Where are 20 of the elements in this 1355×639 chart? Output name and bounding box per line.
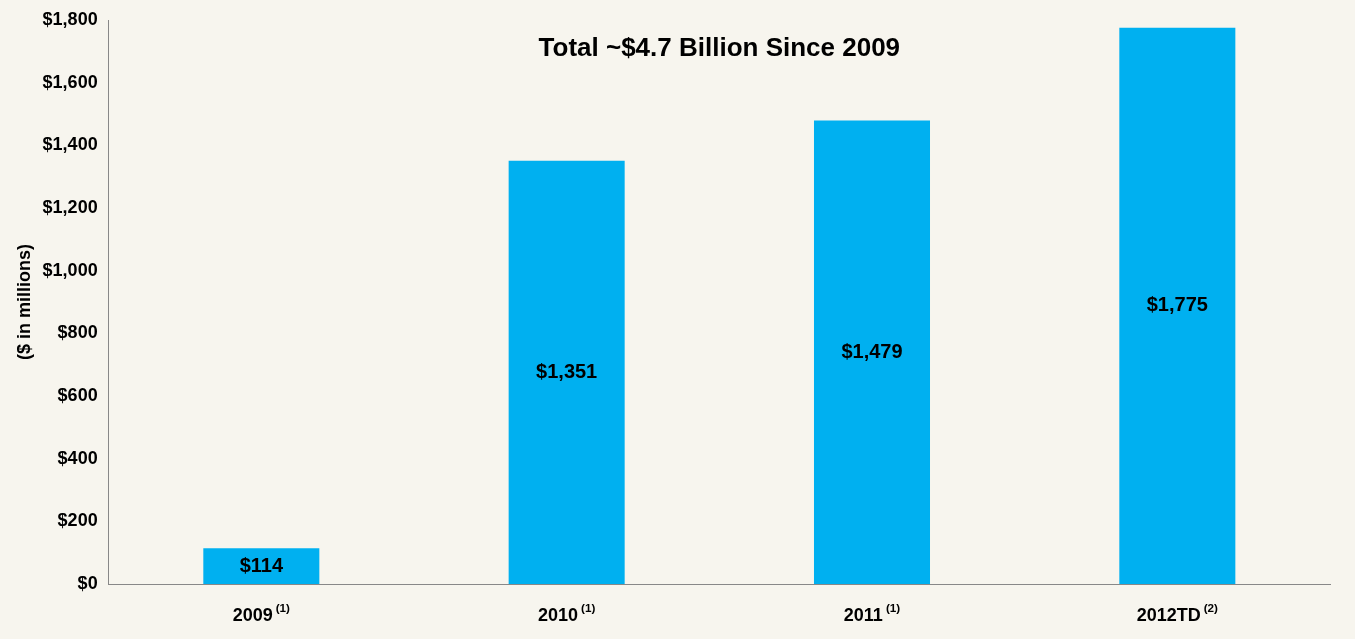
- bar: [508, 160, 625, 584]
- y-tick-label: $1,000: [42, 259, 98, 280]
- bar: [813, 120, 931, 584]
- y-tick-label: $1,600: [42, 71, 98, 92]
- data-label: $1,351: [536, 359, 598, 382]
- bar: [203, 548, 320, 584]
- y-tick-label: $200: [57, 510, 98, 531]
- y-tick-label: $600: [57, 384, 98, 405]
- y-tick-label: $800: [57, 322, 98, 343]
- y-tick-label: $400: [57, 447, 98, 468]
- bar: [1119, 27, 1236, 584]
- data-label: $1,775: [1146, 293, 1208, 316]
- y-axis-title: ($ in millions): [13, 243, 34, 361]
- y-tick-label: $1,800: [42, 8, 98, 29]
- data-label: $1,479: [841, 339, 903, 362]
- y-tick-label: $1,200: [42, 196, 98, 217]
- data-label: $114: [239, 553, 284, 576]
- y-tick-label: $1,400: [42, 134, 98, 155]
- text: Total ~$4.7 Billion Since 2009: [538, 32, 901, 63]
- y-tick-label: $0: [77, 572, 98, 593]
